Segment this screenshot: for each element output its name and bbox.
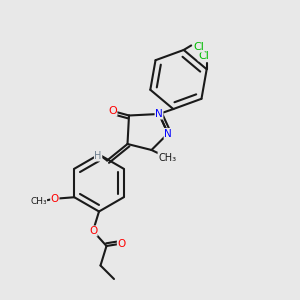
Text: CH₃: CH₃	[30, 197, 46, 206]
Text: N: N	[164, 128, 172, 139]
Text: N: N	[155, 109, 163, 119]
Text: O: O	[51, 194, 59, 204]
Text: O: O	[117, 238, 126, 249]
Text: CH₃: CH₃	[158, 152, 176, 163]
Text: O: O	[89, 226, 97, 236]
Text: Cl: Cl	[198, 51, 209, 61]
Text: O: O	[108, 106, 117, 116]
Text: Cl: Cl	[193, 42, 204, 52]
Text: H: H	[94, 151, 102, 161]
